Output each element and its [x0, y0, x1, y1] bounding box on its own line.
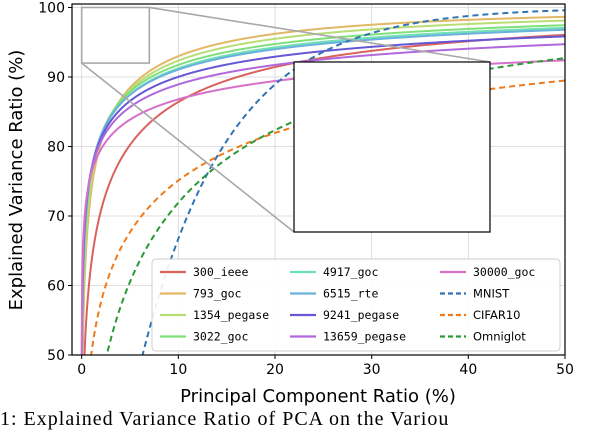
zoom-connector — [149, 6, 491, 63]
zoom-region-box — [80, 6, 151, 64]
y-tick-label: 50 — [47, 348, 65, 364]
x-tick-label: 10 — [169, 362, 187, 378]
legend-label: MNIST — [473, 287, 510, 301]
legend-label: 13659_pegase — [323, 330, 406, 344]
legend: 300_ieee 793_goc 1354_pegase 3022_goc 4917_g… — [151, 258, 561, 352]
legend-label: 1354_pegase — [193, 308, 269, 322]
legend-label: 30000_goc — [473, 265, 535, 279]
legend-label: 300_ieee — [193, 265, 248, 279]
series-line-mnist — [141, 9, 565, 355]
legend-label: 3022_goc — [193, 330, 248, 344]
y-tick-label: 70 — [47, 209, 65, 225]
chart: 0 10 20 30 40 50 50 60 70 80 90 100 Principal Compo… — [6, 0, 574, 407]
figure-caption: 1: Explained Variance Ratio of PCA on th… — [0, 408, 450, 430]
inset-frame — [293, 61, 491, 233]
x-tick-label: 30 — [363, 362, 381, 378]
series-lines — [80, 9, 565, 355]
legend-box — [151, 258, 561, 352]
legend-label: Omniglot — [473, 330, 526, 344]
zoom-connector — [81, 62, 295, 233]
x-tick-label: 20 — [266, 362, 284, 378]
series-line-793_goc — [81, 15, 565, 355]
legend-label: 4917_goc — [323, 265, 378, 279]
x-tick-label: 40 — [459, 362, 477, 378]
y-tick-label: 60 — [47, 278, 65, 294]
x-axis-title: Principal Component Ratio (%) — [180, 386, 456, 407]
y-tick-label: 80 — [47, 139, 65, 155]
inset-background — [294, 62, 490, 232]
legend-label: 793_goc — [193, 287, 241, 301]
legend-label: 9241_pegase — [323, 308, 399, 322]
zoom-indicator — [80, 6, 491, 233]
zoom-inset — [293, 61, 491, 233]
y-tick-label: 100 — [38, 0, 65, 16]
legend-label: CIFAR10 — [473, 308, 520, 322]
axis-ticks: 0 10 20 30 40 50 50 60 70 80 90 100 — [38, 0, 574, 378]
legend-label: 6515_rte — [323, 287, 378, 301]
y-tick-label: 90 — [47, 70, 65, 86]
y-axis-title: Explained Variance Ratio (%) — [6, 50, 27, 311]
x-tick-label: 50 — [556, 362, 574, 378]
series-line-omniglot — [105, 57, 565, 355]
series-line-13659_pegase — [80, 43, 565, 355]
x-tick-label: 0 — [77, 362, 86, 378]
series-line-1354_pegase — [81, 19, 565, 355]
plot-frame — [71, 3, 566, 356]
